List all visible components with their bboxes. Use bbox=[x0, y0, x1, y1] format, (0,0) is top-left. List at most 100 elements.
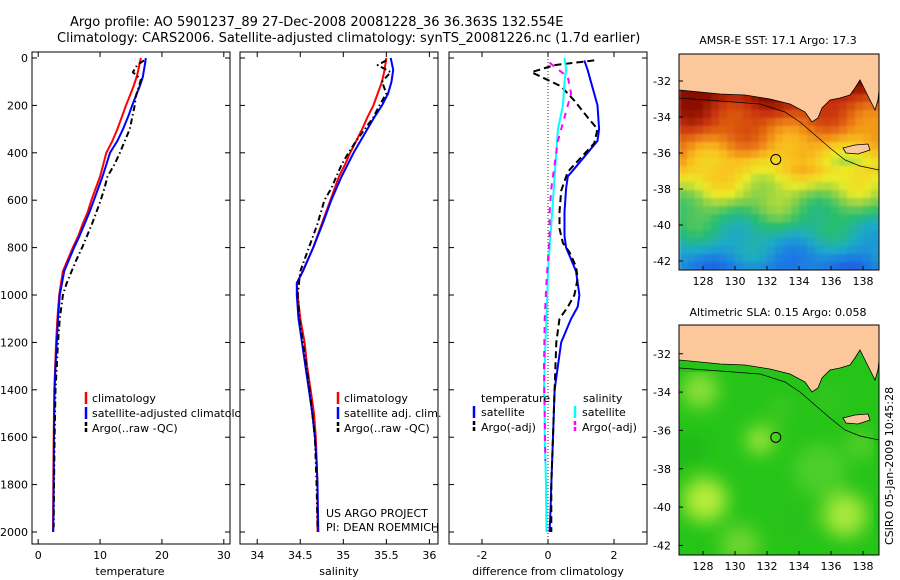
coastline-land bbox=[679, 325, 879, 393]
sst-cell bbox=[855, 94, 864, 103]
sst-cell bbox=[759, 230, 768, 239]
sst-cell bbox=[751, 126, 760, 135]
sst-cell bbox=[743, 182, 752, 191]
sst-cell bbox=[815, 174, 824, 183]
sst-cell bbox=[831, 198, 840, 207]
sst-cell bbox=[679, 142, 688, 151]
sst-cell bbox=[751, 230, 760, 239]
sst-cell bbox=[775, 102, 784, 111]
sst-cell bbox=[775, 238, 784, 247]
sst-cell bbox=[767, 102, 776, 111]
sst-cell bbox=[727, 222, 736, 231]
sst-cell bbox=[783, 222, 792, 231]
sst-cell bbox=[687, 134, 696, 143]
shelf-contour bbox=[679, 97, 879, 171]
sst-cell bbox=[815, 150, 824, 159]
sst-cell bbox=[839, 230, 848, 239]
kangaroo-island bbox=[842, 413, 871, 425]
sst-cell bbox=[735, 94, 744, 103]
argo-position-marker bbox=[770, 153, 782, 165]
series-line-temperature-satellite bbox=[548, 60, 601, 533]
sst-cell bbox=[695, 134, 704, 143]
sst-cell bbox=[863, 174, 872, 183]
sst-cell bbox=[831, 262, 840, 270]
sst-cell bbox=[743, 222, 752, 231]
lat-tick-label: -36 bbox=[653, 424, 671, 437]
sst-cell bbox=[871, 238, 879, 247]
sst-cell bbox=[847, 206, 856, 215]
sst-cell bbox=[791, 206, 800, 215]
sst-cell bbox=[735, 230, 744, 239]
y-tick-label: 800 bbox=[7, 242, 28, 255]
sst-cell bbox=[687, 118, 696, 127]
lon-tick-label: 132 bbox=[757, 560, 778, 573]
sst-cell bbox=[839, 150, 848, 159]
sst-cell bbox=[687, 222, 696, 231]
sst-cell bbox=[823, 206, 832, 215]
legend-label-satellite: satellite adj. clim. bbox=[344, 407, 441, 420]
sst-cell bbox=[759, 126, 768, 135]
sst-cell bbox=[711, 222, 720, 231]
sst-cell bbox=[767, 206, 776, 215]
sst-cell bbox=[711, 206, 720, 215]
sst-cell bbox=[783, 254, 792, 263]
sst-cell bbox=[831, 222, 840, 231]
sst-cell bbox=[751, 214, 760, 223]
sla-anomaly-blob bbox=[846, 431, 874, 459]
sst-cell bbox=[719, 150, 728, 159]
sst-cell bbox=[767, 150, 776, 159]
sst-cell bbox=[679, 126, 688, 135]
sst-cell bbox=[775, 198, 784, 207]
sst-cell bbox=[679, 102, 688, 111]
sst-cell bbox=[855, 134, 864, 143]
sst-cell bbox=[839, 254, 848, 263]
sst-cell bbox=[847, 134, 856, 143]
difference-xlabel: difference from climatology bbox=[472, 565, 624, 578]
sst-map-frame bbox=[678, 53, 880, 271]
sst-cell bbox=[679, 238, 688, 247]
sst-cell bbox=[735, 246, 744, 255]
sst-cell bbox=[759, 246, 768, 255]
legend-label-temp-argo: Argo(-adj) bbox=[481, 421, 536, 434]
sst-cell bbox=[735, 166, 744, 175]
sst-cell bbox=[863, 118, 872, 127]
sst-cell bbox=[815, 262, 824, 270]
sst-cell bbox=[775, 150, 784, 159]
sst-cell bbox=[799, 126, 808, 135]
sst-cell bbox=[783, 142, 792, 151]
sst-cell bbox=[743, 134, 752, 143]
sst-cell bbox=[719, 238, 728, 247]
sst-cell bbox=[807, 142, 816, 151]
lat-tick-label: -32 bbox=[653, 75, 671, 88]
sst-cell bbox=[767, 238, 776, 247]
series-line-argo-raw-qc- bbox=[52, 59, 145, 528]
sst-cell bbox=[711, 174, 720, 183]
sst-cell bbox=[711, 110, 720, 119]
sst-cell bbox=[839, 206, 848, 215]
sst-cell bbox=[719, 102, 728, 111]
sst-cell bbox=[783, 182, 792, 191]
sla-anomaly-blob bbox=[768, 398, 792, 422]
sst-cell bbox=[855, 254, 864, 263]
sst-cell bbox=[855, 190, 864, 199]
sst-cell bbox=[703, 246, 712, 255]
sst-cell bbox=[831, 254, 840, 263]
series-line-satellite-adj-clim- bbox=[295, 57, 395, 533]
x-tick-label: 0 bbox=[35, 549, 42, 562]
sst-cell bbox=[775, 174, 784, 183]
sst-cell bbox=[719, 118, 728, 127]
sst-cell bbox=[807, 166, 816, 175]
sst-cell bbox=[711, 94, 720, 103]
sst-cell bbox=[823, 198, 832, 207]
sst-cell bbox=[799, 198, 808, 207]
sst-cell bbox=[743, 102, 752, 111]
sst-cell bbox=[679, 110, 688, 119]
sst-cell bbox=[847, 110, 856, 119]
difference-series bbox=[530, 57, 601, 533]
sst-cell bbox=[751, 198, 760, 207]
sst-cell bbox=[719, 110, 728, 119]
sst-cell bbox=[855, 78, 864, 87]
lon-tick-label: 134 bbox=[789, 275, 810, 288]
sst-cell bbox=[775, 134, 784, 143]
sst-cell bbox=[767, 166, 776, 175]
